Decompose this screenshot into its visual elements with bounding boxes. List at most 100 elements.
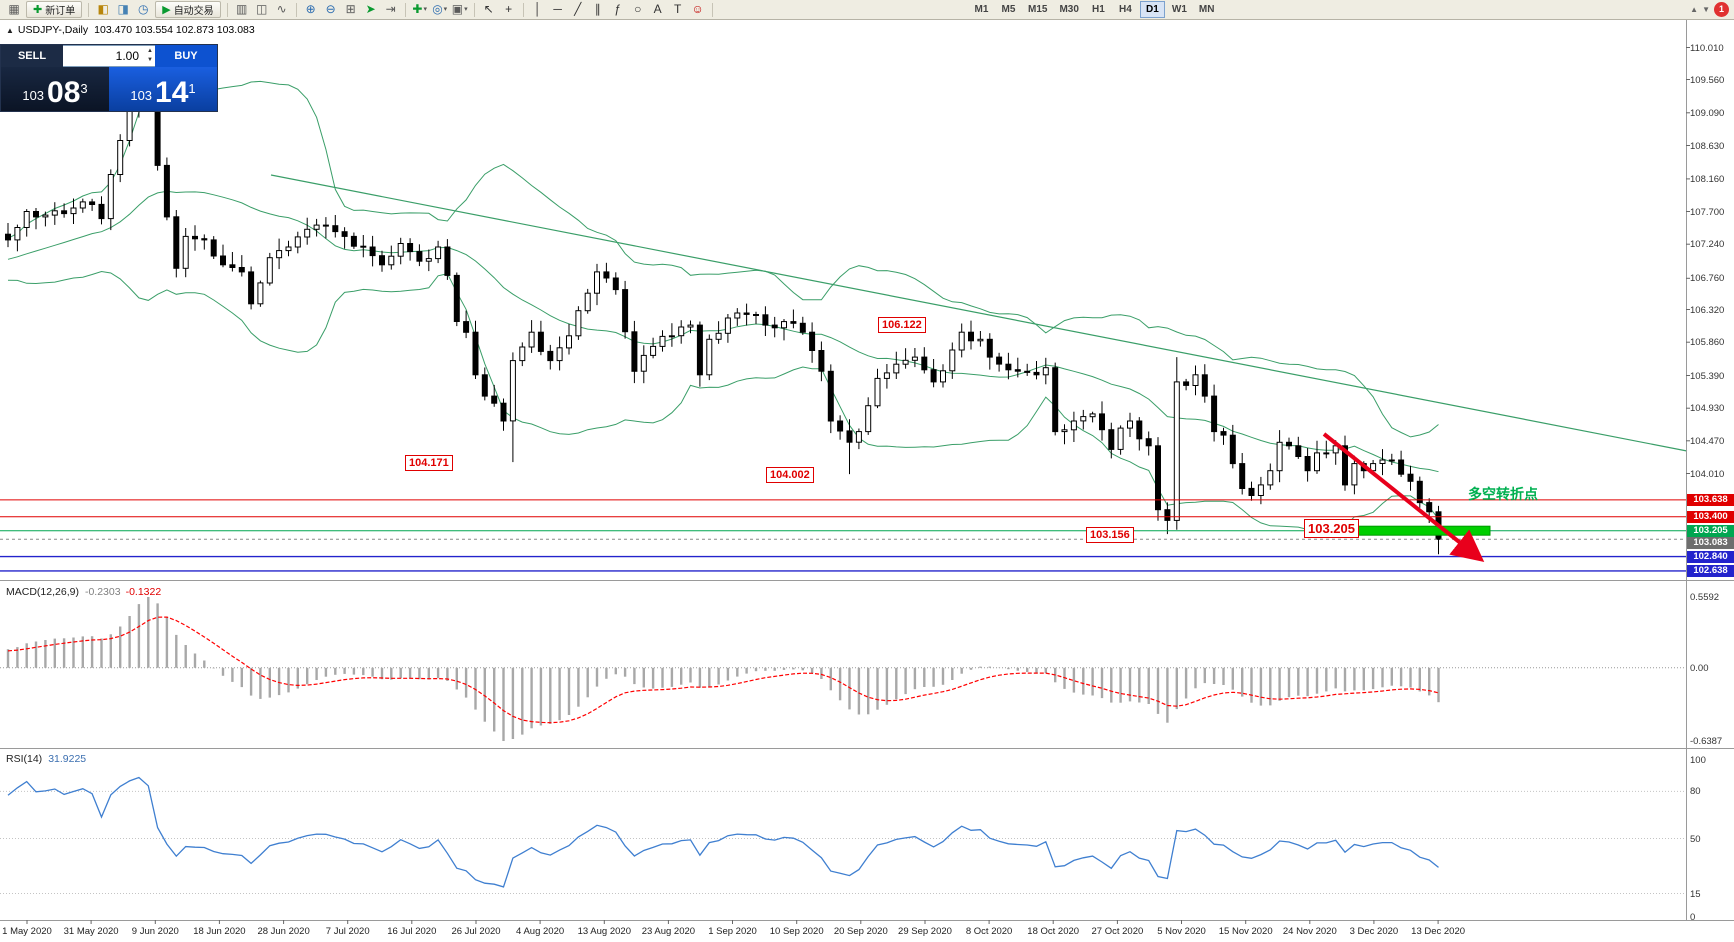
zoom-in-icon[interactable]: ⊕	[305, 2, 316, 16]
price-callout[interactable]: 104.002	[766, 467, 814, 483]
price-axis-tick: 106.320	[1690, 304, 1725, 316]
candle-chart-mode-icon[interactable]: ◫	[256, 2, 268, 16]
vertical-line-icon[interactable]: │	[533, 2, 542, 16]
data-window-icon[interactable]: ◨	[117, 2, 129, 16]
timeframe-h1-button[interactable]: H1	[1092, 4, 1105, 15]
time-axis-label: 27 Oct 2020	[1091, 926, 1144, 937]
toolbar-right-group: ▲ ▼ 1	[1690, 2, 1729, 17]
timeframe-w1-button[interactable]: W1	[1171, 4, 1187, 15]
market-watch-icon[interactable]: ◧	[97, 2, 109, 16]
trend-line-icon[interactable]: ╱	[574, 2, 582, 16]
price-axis-tick: 107.700	[1690, 206, 1725, 218]
dropdown-caret-icon: ▾	[464, 6, 468, 13]
objects-icon[interactable]: ◎ ▾	[432, 2, 448, 16]
timeframe-m5-button[interactable]: M5	[1001, 4, 1016, 15]
auto-scroll-icon[interactable]: ➤	[365, 2, 376, 16]
macd-indicator-label: MACD(12,26,9) -0.2303 -0.1322	[6, 586, 161, 598]
time-axis-label: 4 Aug 2020	[516, 926, 565, 937]
price-axis-tick: 108.160	[1690, 173, 1725, 185]
price-axis-tick: 106.760	[1690, 273, 1725, 285]
macd-signal-value: -0.1322	[125, 586, 162, 598]
timeframe-m15-button[interactable]: M15	[1028, 4, 1048, 15]
macd-scale-tick: -0.6387	[1690, 736, 1723, 747]
new-order-label: 新订单	[45, 6, 76, 17]
new-order-icon: ✚	[33, 4, 43, 16]
toolbar-overflow-down-icon[interactable]: ▼	[1702, 4, 1710, 14]
rsi-scale-tick: 80	[1690, 786, 1701, 798]
cursor-icon[interactable]: ↖	[483, 2, 494, 16]
one-click-collapse-icon[interactable]: ▲	[6, 26, 14, 35]
volume-up-icon[interactable]: ▲	[147, 48, 153, 54]
new-order-button[interactable]: ✚ 新订单	[26, 1, 83, 18]
main-toolbar: ▦ ✚ 新订单 ◧ ◨ ◷ ▶ 自动交易 ▥ ◫ ∿ ⊕ ⊖ ⊞ ➤ ⇥ ✚ ▾ ◎ ▾ ▣ ▾ ↖ + │ ─ ╱ ∥ ƒ ○ A T ☺ M…	[0, 0, 1734, 20]
time-axis-label: 24 Nov 2020	[1282, 926, 1337, 937]
buy-price-big: 14	[155, 76, 189, 109]
time-axis-label: 26 Jul 2020	[451, 926, 501, 937]
zoom-out-icon[interactable]: ⊖	[325, 2, 336, 16]
time-axis-label: 18 Jun 2020	[193, 926, 246, 937]
price-axis-tick: 109.090	[1690, 107, 1725, 119]
timeframe-m1-button[interactable]: M1	[974, 4, 989, 15]
horizontal-line-icon[interactable]: ─	[553, 2, 562, 16]
buy-price-display[interactable]: 103 14 1	[109, 67, 217, 111]
channel-icon[interactable]: ∥	[594, 2, 601, 16]
timeframe-h4-button[interactable]: H4	[1119, 4, 1132, 15]
time-axis-label: 13 Aug 2020	[577, 926, 631, 937]
time-axis-label: 5 Nov 2020	[1157, 926, 1206, 937]
text-label-icon[interactable]: T	[674, 2, 682, 16]
arrows-icon[interactable]: ☺	[691, 2, 704, 16]
price-line-badge: 103.638	[1687, 493, 1734, 506]
shapes-icon[interactable]: ○	[634, 2, 642, 16]
rsi-name: RSI(14)	[6, 753, 43, 765]
sell-price-pip: 3	[80, 81, 88, 96]
one-click-trading-panel: SELL ▲ ▼ BUY 103 08 3 103	[0, 44, 218, 112]
timeframe-m30-button[interactable]: M30	[1059, 4, 1079, 15]
price-callout[interactable]: 104.171	[405, 455, 453, 471]
buy-button[interactable]: BUY	[155, 45, 217, 67]
crosshair-icon[interactable]: +	[505, 2, 513, 16]
sell-button[interactable]: SELL	[1, 45, 63, 67]
time-axis-label: 23 Aug 2020	[641, 926, 696, 937]
price-line-badge: 102.840	[1687, 550, 1734, 563]
strategy-tester-icon[interactable]: ◷	[137, 2, 149, 16]
indicators-icon[interactable]: ✚ ▾	[412, 2, 427, 16]
chart-title-line: ▲ USDJPY-,Daily 103.470 103.554 102.873 10…	[6, 24, 255, 36]
toolbar-icon-group: ▦ ✚ 新订单 ◧ ◨ ◷ ▶ 自动交易 ▥ ◫ ∿ ⊕ ⊖ ⊞ ➤ ⇥ ✚ ▾ ◎ ▾ ▣ ▾ ↖ + │ ─ ╱ ∥ ƒ ○ A T ☺	[4, 0, 717, 20]
rsi-scale-tick: 100	[1690, 755, 1706, 766]
dropdown-caret-icon: ▾	[423, 6, 427, 13]
time-axis-label: 15 Nov 2020	[1218, 926, 1273, 937]
line-chart-mode-icon[interactable]: ∿	[276, 2, 287, 16]
templates-icon[interactable]: ▣ ▾	[451, 2, 468, 16]
price-callout[interactable]: 103.205	[1304, 519, 1359, 538]
sell-price-display[interactable]: 103 08 3	[1, 67, 109, 111]
macd-scale-tick: 0.00	[1690, 662, 1709, 674]
timeframe-mn-button[interactable]: MN	[1198, 4, 1215, 15]
toolbar-overflow-up-icon[interactable]: ▲	[1690, 4, 1699, 14]
text-icon[interactable]: A	[653, 2, 662, 16]
bar-chart-mode-icon[interactable]: ▥	[236, 2, 248, 16]
timeframe-d1-button[interactable]: D1	[1139, 1, 1165, 18]
trend-turning-point-note[interactable]: 多空转折点	[1468, 486, 1538, 502]
rsi-scale-tick: 50	[1690, 833, 1701, 845]
price-line-badge: 103.205	[1687, 524, 1734, 537]
autotrading-button[interactable]: ▶ 自动交易	[155, 1, 221, 18]
time-axis-label: 7 Jul 2020	[325, 926, 370, 937]
autotrading-icon: ▶	[162, 4, 171, 16]
price-callout[interactable]: 103.156	[1086, 527, 1134, 543]
volume-input[interactable]	[63, 46, 155, 66]
time-axis-label: 3 Dec 2020	[1349, 926, 1399, 937]
toolbar-separator	[473, 2, 475, 17]
notification-badge[interactable]: 1	[1714, 2, 1729, 17]
fibonacci-icon[interactable]: ƒ	[614, 2, 622, 16]
tile-windows-icon[interactable]: ⊞	[345, 2, 356, 16]
dropdown-caret-icon: ▾	[443, 6, 448, 13]
volume-down-icon[interactable]: ▼	[147, 57, 153, 63]
time-axis-label: 8 Oct 2020	[965, 926, 1013, 937]
new-chart-icon[interactable]: ▦	[8, 2, 20, 16]
price-axis-tick: 104.010	[1690, 468, 1725, 480]
time-axis-label: 20 Sep 2020	[833, 926, 888, 937]
sell-price-big: 08	[47, 76, 81, 109]
price-callout[interactable]: 106.122	[878, 317, 926, 333]
chart-shift-icon[interactable]: ⇥	[385, 2, 396, 16]
